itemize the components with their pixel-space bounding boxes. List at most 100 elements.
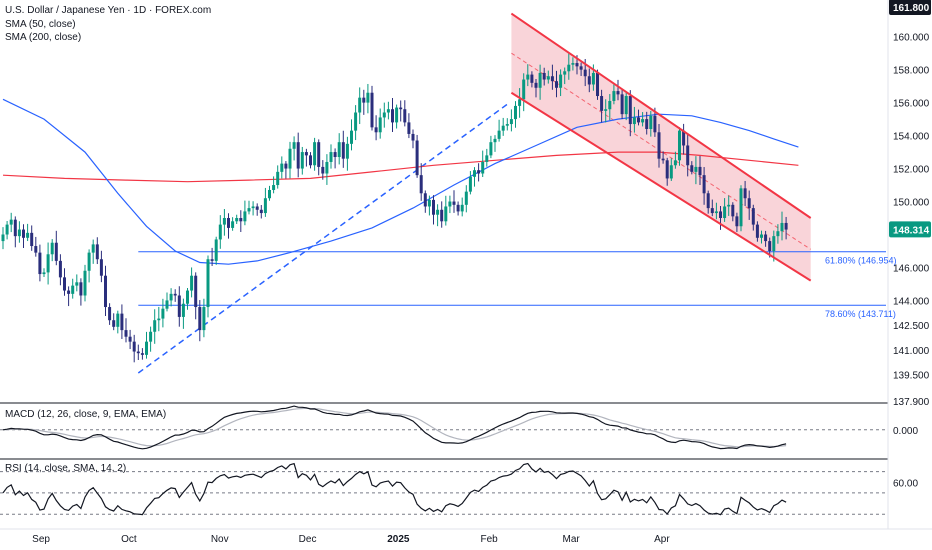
rsi-line [2,462,787,516]
time-axis-label: Feb [481,534,499,545]
candle-body [628,96,632,125]
candle-body [218,224,222,240]
candle-body [362,97,366,103]
candle-body [198,307,202,331]
candle-body [727,204,731,207]
candle-body [419,175,423,194]
candle-body [710,208,714,214]
candle-body [780,222,784,232]
candle-body [87,252,91,271]
candle-body [764,234,768,242]
candle-body [760,234,763,238]
candle-body [280,163,284,172]
candle-body [587,76,591,85]
candle-body [370,92,374,128]
candle-body [563,71,567,75]
candle-body [255,206,259,210]
candle-body [440,209,444,222]
price-tick-label: 144.000 [893,296,930,307]
price-tick-label: 142.500 [893,321,930,332]
candle-body [518,99,522,106]
candle-body [444,206,448,222]
candle-body [751,208,755,225]
candle-body [296,142,300,169]
candle-body [304,152,308,156]
candle-body [145,341,148,355]
candle-body [71,285,75,294]
candle-body [653,115,657,133]
candle-body [58,260,62,278]
candle-body [350,130,353,144]
candle-body [657,132,661,159]
price-tick-label: 154.000 [893,132,930,143]
candle-body [345,143,349,159]
candle-body [600,96,604,111]
candle-body [276,171,280,186]
candle-body [235,218,239,222]
candle-body [616,91,620,95]
candle-body [485,155,489,162]
candle-body [9,219,13,225]
candle-body [501,125,505,131]
candle-body [432,199,435,215]
macd-signal-line [2,407,787,448]
candle-body [399,107,403,110]
candle-body [104,275,107,308]
candle-body [702,175,706,194]
candle-body [341,142,345,159]
candle-body [403,109,407,123]
fib-label: 78.60% (143.711) [825,309,896,319]
candle-body [354,112,358,131]
candle-body [108,307,112,321]
price-tick-label: 139.500 [893,371,930,382]
candle-body [214,239,218,261]
candle-body [694,166,698,172]
candle-body [489,142,493,156]
candle-body [460,204,464,212]
macd-tick-label: 0.000 [893,426,918,437]
candle-body [579,66,583,70]
candle-body [706,193,710,209]
candle-body [755,224,759,238]
candle-body [690,165,694,172]
candle-body [698,166,702,176]
price-tick-label: 158.000 [893,66,930,77]
channel-upper-line [510,12,812,219]
candle-body [124,330,128,337]
candle-body [46,254,50,273]
candle-body [136,351,140,354]
candle-body [772,236,776,251]
candle-body [165,300,169,309]
candle-body [128,336,132,342]
candle-body [678,130,681,161]
candle-body [632,117,636,125]
candle-body [436,209,440,215]
candle-body [177,295,181,317]
candle-body [731,204,735,217]
candle-body [550,76,554,82]
candle-body [645,119,649,129]
candle-body [612,91,616,101]
candle-body [743,188,747,199]
candle-body [464,191,468,205]
candle-body [522,79,526,100]
candle-body [530,74,534,83]
candle-body [140,353,144,355]
candle-body [415,140,419,176]
candle-body [407,122,411,134]
candle-body [747,198,751,209]
candle-body [284,163,288,169]
candle-body [206,259,210,308]
candle-body [735,216,739,227]
candle-body [337,142,341,158]
candle-body [161,308,165,319]
candle-body [263,198,267,214]
candle-body [468,176,472,192]
candle-body [374,127,378,133]
candle-body [427,199,431,207]
candle-body [99,259,103,276]
candle-body [776,231,780,237]
candle-body [493,138,497,143]
time-axis-label: 2025 [387,534,410,545]
